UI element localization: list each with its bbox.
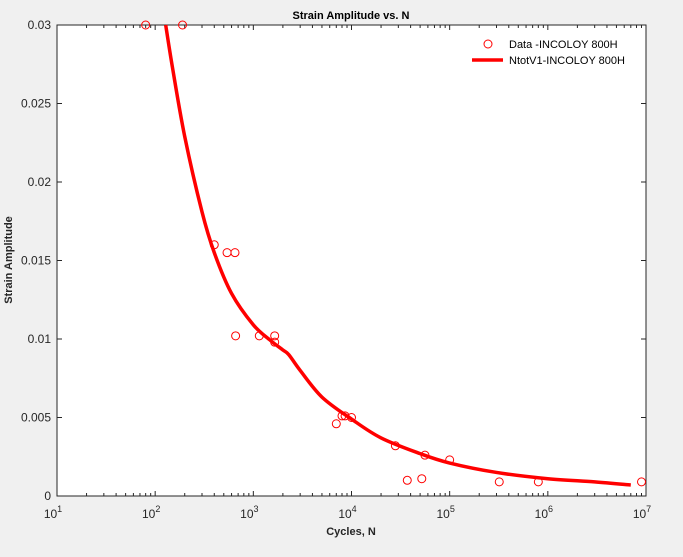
data-point (494, 477, 504, 487)
y-tick-label: 0.025 (21, 97, 51, 111)
y-tick-label: 0.02 (28, 175, 52, 189)
x-tick-label: 107 (633, 504, 651, 521)
plot-area (56, 24, 647, 497)
legend: Data -INCOLOY 800H NtotV1-INCOLOY 800H (467, 32, 635, 72)
data-point (141, 20, 151, 30)
data-point (270, 331, 280, 341)
data-point (347, 413, 356, 422)
data-point (402, 475, 412, 485)
data-point (420, 450, 430, 460)
data-point (637, 477, 647, 487)
x-tick-label: 106 (535, 504, 553, 521)
x-axis-label: Cycles, N (326, 526, 376, 538)
x-tick-label: 104 (338, 504, 356, 521)
x-tick-label: 103 (240, 504, 258, 521)
legend-label-model: NtotV1-INCOLOY 800H (509, 55, 625, 67)
y-axis-label: Strain Amplitude (3, 216, 15, 304)
y-tick-label: 0.005 (21, 411, 51, 425)
plot-content (141, 20, 647, 487)
x-tick-label: 105 (436, 504, 454, 521)
y-tick-label: 0.01 (28, 332, 52, 346)
data-point (254, 331, 264, 341)
data-point (417, 474, 427, 484)
data-point (340, 411, 350, 421)
x-axis: 101 102 103 104 105 106 107 (44, 25, 651, 521)
data-point (331, 419, 341, 429)
y-tick-label: 0.03 (28, 18, 52, 32)
y-tick-label: 0 (44, 489, 51, 503)
legend-box (467, 32, 635, 72)
data-point (230, 248, 240, 258)
y-axis: 0 0.005 0.01 0.015 0.02 0.025 0.03 (21, 18, 646, 503)
legend-marker-data (483, 39, 493, 49)
x-tick-label: 101 (44, 504, 62, 521)
y-tick-label: 0.015 (21, 254, 51, 268)
model-curve-line (163, 24, 631, 487)
chart-title: Strain Amplitude vs. N (293, 10, 410, 22)
data-point (445, 455, 455, 465)
data-point (390, 441, 400, 451)
x-tick-label: 102 (142, 504, 160, 521)
data-point (337, 411, 347, 421)
data-point (209, 240, 219, 250)
data-point (270, 337, 280, 347)
data-point (178, 20, 188, 30)
data-point (533, 477, 543, 487)
legend-label-data: Data -INCOLOY 800H (509, 39, 618, 51)
data-point (231, 331, 241, 341)
